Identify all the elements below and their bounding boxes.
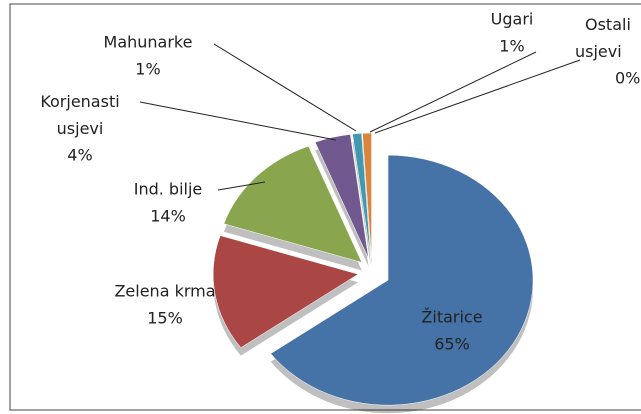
slice [314, 134, 369, 259]
value-label: 4% [67, 146, 92, 165]
slice-depth [315, 142, 369, 267]
slice-label: Ugari [491, 10, 534, 29]
slice [223, 145, 363, 263]
leader-line [374, 59, 581, 134]
value-label: 15% [147, 309, 183, 328]
leader-line [139, 101, 337, 141]
value-label: 0% [615, 69, 640, 88]
slice [212, 235, 359, 348]
slice-label: Zelena krma [114, 282, 215, 301]
leader-line [213, 43, 357, 132]
value-label: 1% [499, 37, 524, 56]
slice-label: Ostali usjevi [575, 15, 631, 61]
value-label: 65% [434, 335, 470, 354]
leader-line [369, 51, 537, 133]
slice [352, 133, 371, 259]
slice [270, 154, 534, 406]
slice-depth [352, 141, 371, 267]
slice-label: Ind. bilje [134, 180, 203, 199]
value-label: 1% [135, 60, 160, 79]
slice [362, 132, 372, 259]
slice-label: Mahunarke [104, 33, 193, 52]
slice-label: Žitarice [421, 308, 482, 327]
leader-line [217, 181, 266, 191]
slice-label: Korjenasti usjevi [40, 92, 119, 138]
value-label: 14% [150, 207, 186, 226]
